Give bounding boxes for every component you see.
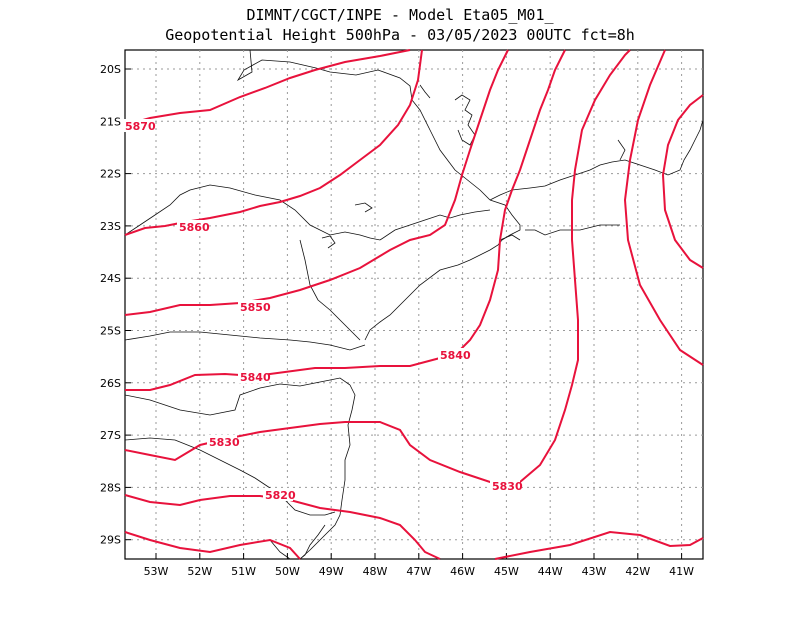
lon-label: 44W <box>538 565 563 578</box>
map-title-line2: Geopotential Height 500hPa - 03/05/2023 … <box>165 26 635 44</box>
contour-5830-south <box>494 530 704 560</box>
lat-label: 22S <box>100 168 121 181</box>
contour-labels: 5870 5860 5850 5840 5840 5830 5830 5820 <box>123 119 523 502</box>
geopotential-contours <box>124 49 704 560</box>
longitude-labels: 53W 52W 51W 50W 49W 48W 47W 46W 45W 44W 43W 42W 41W <box>144 565 695 578</box>
contour-5830 <box>124 49 631 483</box>
contour-5850 <box>124 49 509 316</box>
axis-ticks <box>125 68 683 559</box>
grid-lines <box>125 50 703 559</box>
lat-label: 21S <box>100 115 121 128</box>
lat-label: 20S <box>100 63 121 76</box>
contour-5870 <box>124 49 411 126</box>
coastline-and-borders <box>124 49 704 560</box>
contour-label: 5830 <box>492 480 523 493</box>
map-frame <box>124 49 704 560</box>
lon-label: 43W <box>582 565 607 578</box>
lat-label: 29S <box>100 534 121 547</box>
contour-label: 5850 <box>240 301 271 314</box>
contour-label: 5840 <box>240 371 271 384</box>
contour-label: 5840 <box>440 349 471 362</box>
lat-label: 23S <box>100 220 121 233</box>
contour-label: 5820 <box>265 489 296 502</box>
lon-label: 42W <box>625 565 650 578</box>
lat-label: 28S <box>100 481 121 494</box>
lon-label: 51W <box>231 565 256 578</box>
contour-5810 <box>124 531 301 560</box>
lon-label: 47W <box>406 565 431 578</box>
lat-label: 24S <box>100 272 121 285</box>
lon-label: 45W <box>494 565 519 578</box>
lon-label: 46W <box>450 565 475 578</box>
lat-label: 25S <box>100 325 121 338</box>
contour-label: 5860 <box>179 221 210 234</box>
lon-label: 52W <box>187 565 212 578</box>
contour-5820 <box>124 494 441 560</box>
lon-label: 49W <box>319 565 344 578</box>
lat-label: 26S <box>100 377 121 390</box>
lon-label: 50W <box>275 565 300 578</box>
contour-label: 5830 <box>209 436 240 449</box>
contour-5860 <box>124 49 423 236</box>
latitude-labels: 20S 21S 22S 23S 24S 25S 26S 27S 28S 29S <box>100 63 121 547</box>
contour-label: 5870 <box>125 120 156 133</box>
lon-label: 53W <box>144 565 169 578</box>
map-title-line1: DIMNT/CGCT/INPE - Model Eta05_M01_ <box>246 6 554 24</box>
contour-5840 <box>125 49 566 391</box>
lon-label: 48W <box>363 565 388 578</box>
contour-5840-east <box>661 94 704 269</box>
lat-label: 27S <box>100 429 121 442</box>
contour-5830-east <box>623 49 704 366</box>
lon-label: 41W <box>669 565 694 578</box>
